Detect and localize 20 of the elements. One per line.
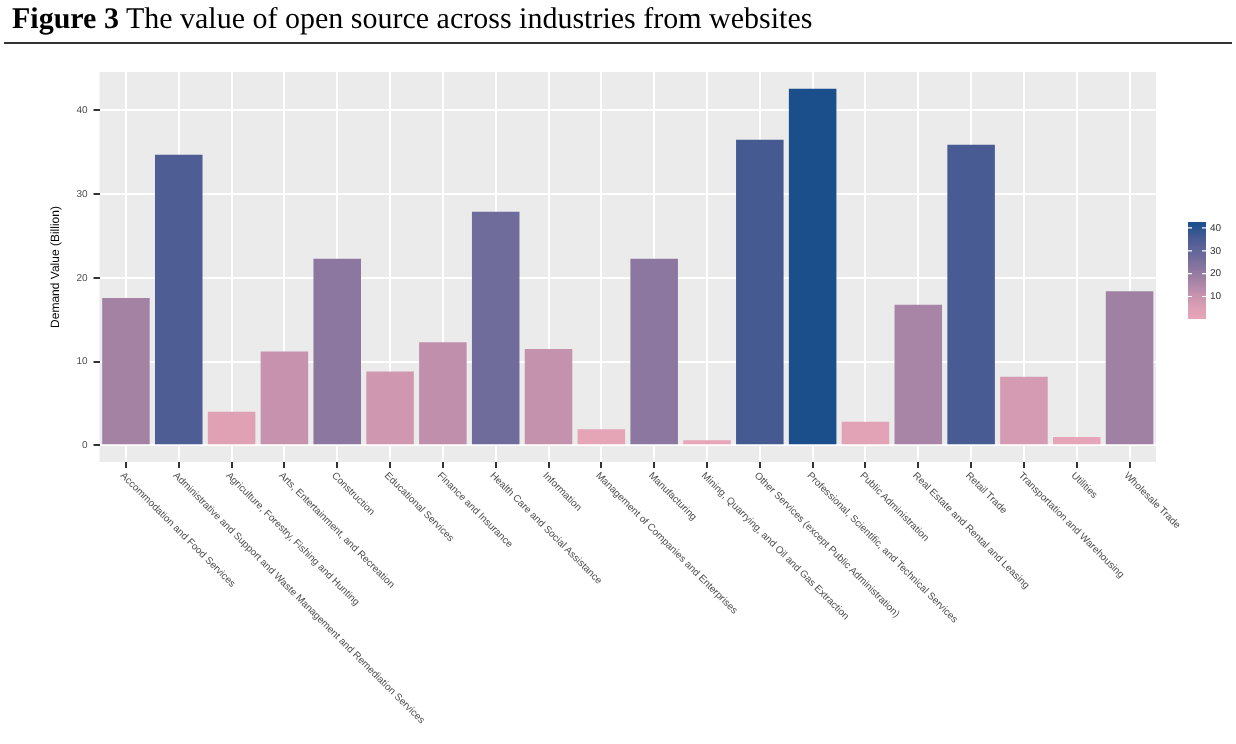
bar <box>1052 436 1101 445</box>
bar <box>1105 291 1154 445</box>
bar <box>419 342 467 445</box>
bar <box>841 421 890 445</box>
chart-title: Figure 3 The value of open source across industries from websites <box>4 0 1232 44</box>
bar <box>524 349 573 445</box>
bar <box>366 371 414 445</box>
bar <box>736 139 784 445</box>
bar <box>577 429 626 445</box>
bar <box>260 351 309 445</box>
bar <box>1000 376 1048 445</box>
bar <box>102 297 150 445</box>
bar <box>313 258 361 445</box>
bar <box>947 144 995 445</box>
bar <box>788 88 837 445</box>
bar <box>471 211 520 445</box>
bar <box>207 411 256 445</box>
bar <box>630 258 678 445</box>
bar <box>154 154 203 445</box>
bar <box>894 304 943 445</box>
